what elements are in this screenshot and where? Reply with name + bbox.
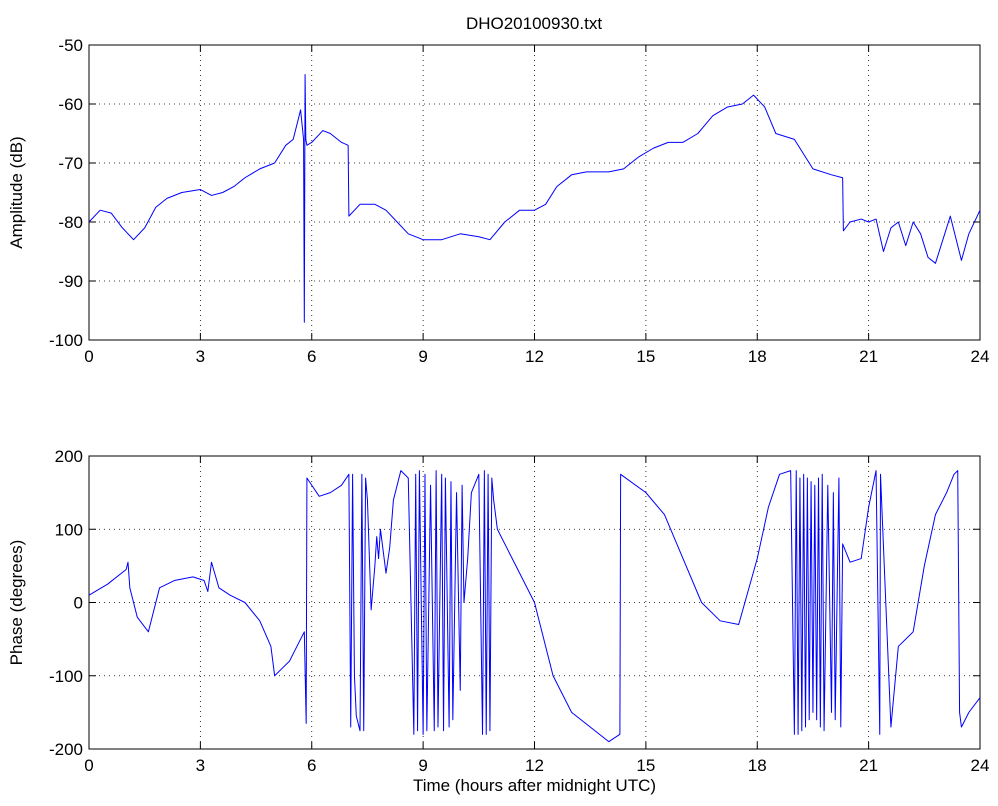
amplitude-ytick-label-0: -100 bbox=[49, 331, 83, 350]
amplitude-ytick-label-4: -60 bbox=[58, 95, 83, 114]
phase-xtick-label-5: 15 bbox=[636, 756, 655, 775]
phase-series-line-0 bbox=[88, 470, 981, 743]
amplitude-xtick-label-5: 15 bbox=[636, 347, 655, 366]
amplitude-xtick-label-6: 18 bbox=[748, 347, 767, 366]
amplitude-xtick-label-7: 21 bbox=[859, 347, 878, 366]
phase-ytick-label-1: -100 bbox=[49, 667, 83, 686]
amplitude-ytick-label-1: -90 bbox=[58, 272, 83, 291]
amplitude-ytick-label-2: -80 bbox=[58, 213, 83, 232]
amplitude-xtick-label-0: 0 bbox=[84, 347, 93, 366]
phase-xtick-label-1: 3 bbox=[196, 756, 205, 775]
phase-xtick-label-0: 0 bbox=[84, 756, 93, 775]
phase-xtick-label-3: 9 bbox=[418, 756, 427, 775]
figure-title: DHO20100930.txt bbox=[466, 14, 602, 33]
amplitude-ytick-label-5: -50 bbox=[58, 36, 83, 55]
phase-ytick-label-4: 200 bbox=[55, 447, 83, 466]
phase-ytick-label-0: -200 bbox=[49, 740, 83, 759]
phase-xtick-label-7: 21 bbox=[859, 756, 878, 775]
amplitude-xtick-label-4: 12 bbox=[525, 347, 544, 366]
amplitude-panel: 0 3 6 9 12 15 18 21 24 -100 -90 -80 -70 -60 -50 Amplitu… bbox=[7, 36, 989, 366]
phase-y-axis-label: Phase (degrees) bbox=[7, 540, 26, 666]
amplitude-xtick-label-8: 24 bbox=[971, 347, 990, 366]
phase-xtick-label-4: 12 bbox=[525, 756, 544, 775]
phase-ytick-label-2: 0 bbox=[74, 594, 83, 613]
phase-panel: 0 3 6 9 12 15 18 21 24 -200 -100 0 100 200 Phase (degr… bbox=[7, 447, 989, 795]
phase-xtick-label-2: 6 bbox=[307, 756, 316, 775]
amplitude-y-axis-label: Amplitude (dB) bbox=[7, 136, 26, 248]
amplitude-series-line-0 bbox=[88, 74, 981, 323]
phase-ytick-label-3: 100 bbox=[55, 520, 83, 539]
amplitude-xtick-label-3: 9 bbox=[418, 347, 427, 366]
phase-xtick-label-8: 24 bbox=[971, 756, 990, 775]
amplitude-xtick-label-1: 3 bbox=[196, 347, 205, 366]
amplitude-xtick-label-2: 6 bbox=[307, 347, 316, 366]
amplitude-ytick-label-3: -70 bbox=[58, 154, 83, 173]
phase-xtick-label-6: 18 bbox=[748, 756, 767, 775]
phase-x-axis-label: Time (hours after midnight UTC) bbox=[413, 776, 656, 795]
